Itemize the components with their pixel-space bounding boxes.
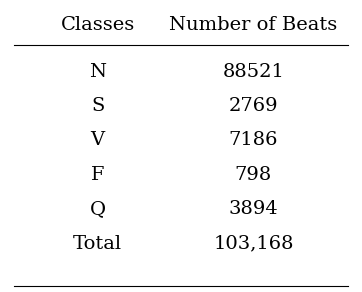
Text: 2769: 2769 bbox=[228, 97, 278, 115]
Text: Q: Q bbox=[90, 200, 106, 218]
Text: V: V bbox=[90, 131, 105, 150]
Text: F: F bbox=[91, 166, 105, 184]
Text: 3894: 3894 bbox=[228, 200, 278, 218]
Text: S: S bbox=[91, 97, 104, 115]
Text: 88521: 88521 bbox=[223, 62, 284, 81]
Text: 7186: 7186 bbox=[229, 131, 278, 150]
Text: N: N bbox=[89, 62, 106, 81]
Text: Classes: Classes bbox=[60, 16, 135, 34]
Text: 798: 798 bbox=[235, 166, 272, 184]
Text: 103,168: 103,168 bbox=[213, 235, 294, 253]
Text: Number of Beats: Number of Beats bbox=[169, 16, 337, 34]
Text: Total: Total bbox=[73, 235, 122, 253]
